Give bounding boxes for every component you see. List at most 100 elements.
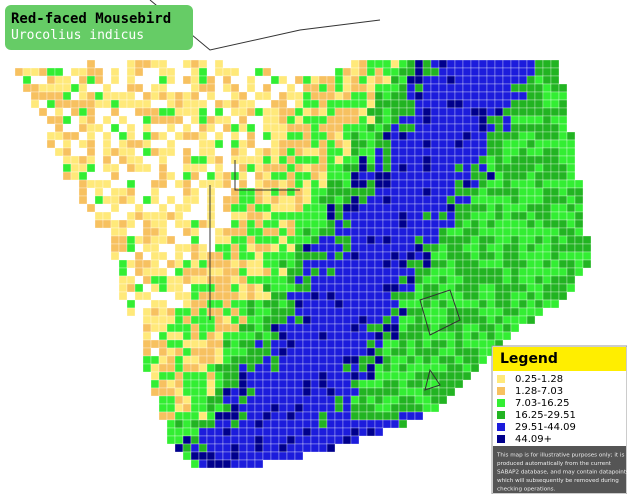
grid-cell (110, 219, 120, 229)
grid-cell (262, 147, 272, 157)
grid-cell (278, 363, 288, 373)
grid-cell (310, 395, 320, 405)
grid-cell (198, 347, 208, 357)
grid-cell (478, 115, 488, 125)
grid-cell (398, 219, 408, 229)
grid-cell (198, 179, 208, 189)
grid-cell (406, 155, 416, 165)
grid-cell (342, 195, 352, 205)
grid-cell (406, 59, 416, 69)
grid-cell (494, 179, 504, 189)
grid-cell (302, 139, 312, 149)
grid-cell (230, 123, 240, 133)
grid-cell (94, 123, 104, 133)
grid-cell (318, 259, 328, 269)
grid-cell (286, 427, 296, 437)
grid-cell (502, 323, 512, 333)
grid-cell (310, 443, 320, 453)
grid-cell (470, 307, 480, 317)
grid-cell (382, 243, 392, 253)
grid-cell (222, 459, 232, 469)
grid-cell (134, 267, 144, 277)
grid-cell (398, 67, 408, 77)
grid-cell (118, 99, 128, 109)
grid-cell (318, 283, 328, 293)
grid-cell (382, 419, 392, 429)
grid-cell (78, 171, 88, 181)
grid-cell (166, 395, 176, 405)
grid-cell (222, 347, 232, 357)
grid-cell (230, 451, 240, 461)
grid-cell (446, 187, 456, 197)
grid-cell (382, 259, 392, 269)
grid-cell (510, 171, 520, 181)
grid-cell (206, 75, 216, 85)
grid-cell (254, 91, 264, 101)
grid-cell (518, 171, 528, 181)
grid-cell (398, 211, 408, 221)
grid-cell (454, 75, 464, 85)
grid-cell (182, 315, 192, 325)
grid-cell (518, 243, 528, 253)
grid-cell (190, 403, 200, 413)
grid-cell (414, 99, 424, 109)
grid-cell (126, 211, 136, 221)
grid-cell (486, 283, 496, 293)
grid-cell (438, 67, 448, 77)
grid-cell (494, 283, 504, 293)
grid-cell (230, 267, 240, 277)
grid-cell (542, 267, 552, 277)
grid-cell (294, 219, 304, 229)
grid-cell (310, 155, 320, 165)
grid-cell (374, 427, 384, 437)
grid-cell (510, 163, 520, 173)
grid-cell (238, 291, 248, 301)
grid-cell (342, 115, 352, 125)
grid-cell (438, 211, 448, 221)
grid-cell (350, 219, 360, 229)
grid-cell (214, 451, 224, 461)
grid-cell (86, 147, 96, 157)
grid-cell (214, 243, 224, 253)
grid-cell (454, 323, 464, 333)
grid-cell (566, 227, 576, 237)
grid-cell (198, 115, 208, 125)
grid-cell (478, 299, 488, 309)
grid-cell (318, 211, 328, 221)
grid-cell (462, 155, 472, 165)
grid-cell (374, 115, 384, 125)
grid-cell (190, 291, 200, 301)
grid-cell (198, 131, 208, 141)
grid-cell (262, 259, 272, 269)
grid-cell (230, 203, 240, 213)
grid-cell (78, 67, 88, 77)
grid-cell (190, 411, 200, 421)
grid-cell (214, 443, 224, 453)
grid-cell (470, 99, 480, 109)
grid-cell (254, 235, 264, 245)
grid-cell (398, 355, 408, 365)
grid-cell (502, 195, 512, 205)
grid-cell (222, 259, 232, 269)
grid-cell (150, 355, 160, 365)
grid-cell (454, 131, 464, 141)
grid-cell (470, 355, 480, 365)
grid-cell (542, 235, 552, 245)
grid-cell (326, 339, 336, 349)
grid-cell (422, 259, 432, 269)
grid-cell (214, 275, 224, 285)
grid-cell (414, 355, 424, 365)
grid-cell (206, 387, 216, 397)
grid-cell (510, 203, 520, 213)
grid-cell (486, 323, 496, 333)
grid-cell (374, 387, 384, 397)
grid-cell (366, 363, 376, 373)
grid-cell (350, 211, 360, 221)
grid-cell (174, 115, 184, 125)
grid-cell (286, 267, 296, 277)
grid-cell (438, 315, 448, 325)
grid-cell (230, 211, 240, 221)
grid-cell (454, 227, 464, 237)
grid-cell (230, 107, 240, 117)
grid-cell (278, 115, 288, 125)
